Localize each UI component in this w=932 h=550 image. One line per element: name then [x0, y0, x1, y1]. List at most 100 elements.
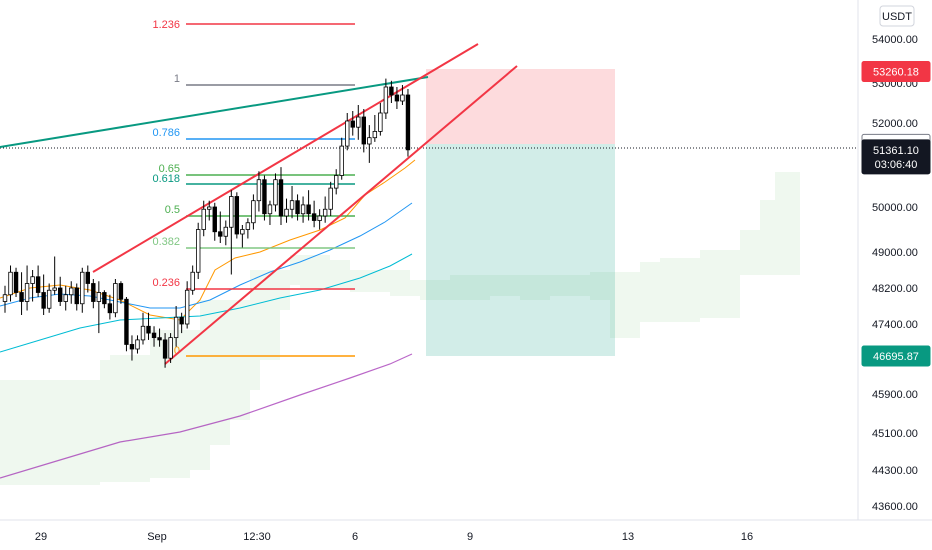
candle-body	[273, 179, 278, 206]
candle-body	[102, 292, 107, 305]
candle-body	[245, 222, 251, 230]
candle-body	[367, 137, 372, 145]
time-tick-label: Sep	[147, 531, 167, 543]
candle-body	[284, 208, 289, 217]
price-badge[interactable]	[861, 61, 931, 83]
candle-body	[350, 120, 355, 128]
candle-body	[96, 292, 102, 302]
candle-body	[317, 215, 322, 221]
candle-body	[173, 316, 179, 339]
time-tick-label: 6	[352, 531, 358, 543]
price-tick-label: 52000.00	[872, 118, 918, 130]
fib-label-1: 1	[174, 73, 180, 85]
candle-body	[207, 206, 212, 210]
ichimoku-cloud	[0, 172, 800, 485]
candle-body	[63, 294, 68, 302]
candle-body	[74, 287, 79, 305]
candle-body	[339, 145, 344, 176]
rising-wedge-lower-line[interactable]	[164, 65, 518, 365]
ma-teal	[0, 253, 413, 353]
candle-body	[345, 120, 350, 147]
candle-body	[400, 94, 405, 102]
candle-body	[157, 337, 162, 341]
candle-body	[251, 200, 256, 224]
price-tick-label: 45100.00	[872, 428, 918, 440]
candle-body	[91, 283, 96, 302]
candle-body	[234, 196, 240, 235]
fib-label-0618: 0.618	[152, 173, 180, 185]
fib-label-05: 0.5	[165, 204, 180, 216]
fib-label-0382: 0.382	[152, 236, 180, 248]
candle-body	[289, 200, 295, 210]
time-tick-label: 16	[741, 531, 753, 543]
trendline-teal[interactable]	[0, 76, 429, 148]
candle-body	[378, 112, 383, 132]
candle-body	[118, 283, 124, 300]
candle-body	[135, 339, 140, 350]
candle-body	[129, 344, 135, 350]
candle-body	[151, 332, 157, 339]
fib-label-0236: 0.236	[152, 277, 180, 289]
candle-body	[30, 276, 35, 284]
candle-body	[394, 94, 400, 102]
price-tick-label: 48200.00	[872, 283, 918, 295]
candle-body	[322, 208, 328, 217]
candle-body	[223, 226, 228, 237]
candle-body	[35, 276, 41, 293]
candle-body	[405, 94, 411, 151]
price-tick-label: 44300.00	[872, 465, 918, 477]
price-badge-value: 53260.18	[873, 67, 919, 79]
candle-body	[46, 289, 52, 309]
time-tick-label: 12:30	[243, 531, 271, 543]
candle-body	[69, 287, 74, 296]
candle-body	[195, 229, 201, 273]
position-stop-zone[interactable]	[426, 69, 615, 144]
position-target-zone[interactable]	[426, 144, 615, 356]
fib-label-1236: 1.236	[152, 19, 180, 31]
time-tick-label: 13	[622, 531, 634, 543]
candle-body	[262, 179, 267, 215]
price-tick-label: 47400.00	[872, 319, 918, 331]
candle-body	[190, 271, 195, 291]
candle-body	[383, 86, 389, 114]
candle-body	[389, 86, 394, 96]
countdown-timer: 03:06:40	[875, 159, 918, 171]
time-axis[interactable]: 29 Sep 12:30 6 9 13 16	[0, 519, 932, 543]
candle-body	[184, 289, 190, 325]
candle-body	[333, 175, 339, 189]
candle-body	[372, 130, 378, 139]
candle-body	[52, 287, 57, 291]
candle-body	[107, 303, 113, 314]
candle-body	[41, 292, 46, 309]
candle-body	[19, 292, 24, 302]
price-badge-value: 51361.10	[873, 145, 919, 157]
fib-label-0786: 0.786	[152, 127, 180, 139]
candle-body	[229, 196, 234, 228]
rising-wedge-upper-line[interactable]	[92, 43, 479, 273]
price-tick-label: 54000.00	[872, 34, 918, 46]
price-tick-label: 50000.00	[872, 202, 918, 214]
price-axis[interactable]: USDT 54000.0053000.0052000.0050000.00490…	[857, 0, 931, 520]
candle-body	[361, 116, 366, 145]
currency-badge[interactable]	[879, 5, 915, 27]
price-tick-label: 43600.00	[872, 501, 918, 513]
candle-body	[146, 325, 151, 334]
candle-body	[162, 339, 168, 359]
candle-body	[300, 204, 306, 215]
fib-label-065: 0.65	[159, 163, 180, 175]
candle-body	[24, 283, 30, 302]
price-badge[interactable]	[861, 345, 931, 367]
candle-body	[140, 325, 146, 341]
fib-label-0: 0	[174, 345, 180, 357]
candle-body	[2, 294, 8, 302]
candle-body	[267, 204, 273, 215]
candle-body	[201, 208, 206, 230]
price-tick-label: 45900.00	[872, 389, 918, 401]
candle-body	[124, 298, 129, 345]
price-badge[interactable]	[861, 139, 931, 175]
candlestick-series	[2, 78, 411, 368]
candle-body	[113, 283, 118, 314]
candle-body	[168, 337, 173, 359]
